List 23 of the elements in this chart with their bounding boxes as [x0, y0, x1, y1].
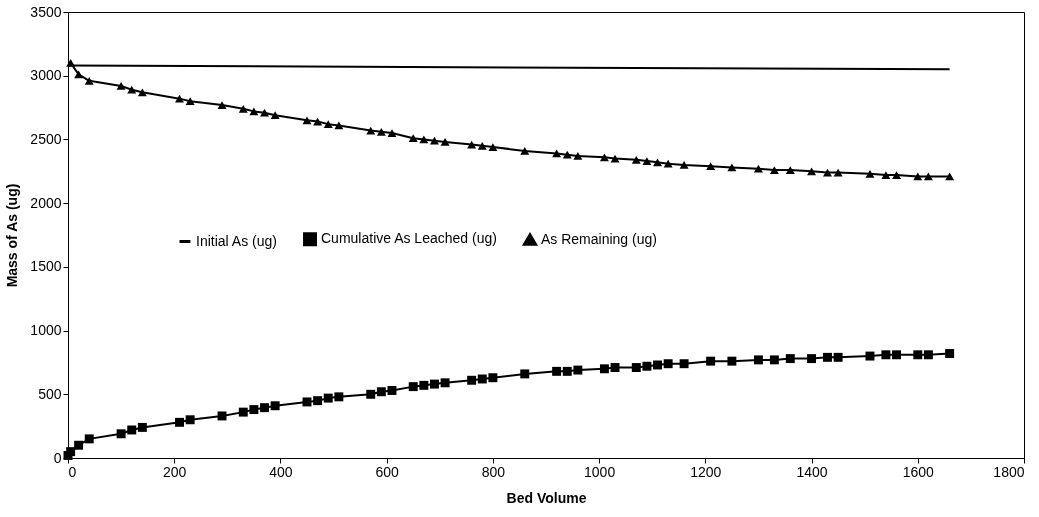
x-tick-label: 1200 [690, 463, 722, 480]
legend-label: Cumulative As Leached (ug) [321, 230, 497, 247]
legend-label: As Remaining (ug) [541, 230, 657, 247]
x-tick-label: 1600 [902, 463, 935, 480]
y-axis-title: Mass of As (ug) [4, 183, 21, 288]
x-axis-title: Bed Volume [506, 489, 587, 506]
y-tick-label: 0 [53, 449, 62, 466]
x-tick-label: 400 [269, 463, 293, 480]
legend-label: Initial As (ug) [196, 232, 277, 249]
x-tick-label: 800 [481, 463, 506, 480]
y-tick-label: 2000 [30, 194, 62, 211]
y-tick-label: 1000 [30, 322, 62, 339]
x-tick-label: 1000 [584, 463, 616, 480]
y-tick-label: 3000 [30, 67, 62, 84]
x-tick-label: 200 [163, 463, 187, 480]
x-tick-label: 1800 [993, 463, 1025, 480]
x-tick-label: 1400 [796, 463, 828, 480]
y-tick-label: 500 [38, 385, 62, 402]
x-tick-label: 600 [375, 463, 400, 480]
x-tick-label: 0 [68, 463, 77, 480]
y-tick-label: 1500 [30, 258, 62, 275]
y-tick-label: 3500 [30, 3, 62, 20]
y-tick-label: 2500 [30, 130, 62, 147]
